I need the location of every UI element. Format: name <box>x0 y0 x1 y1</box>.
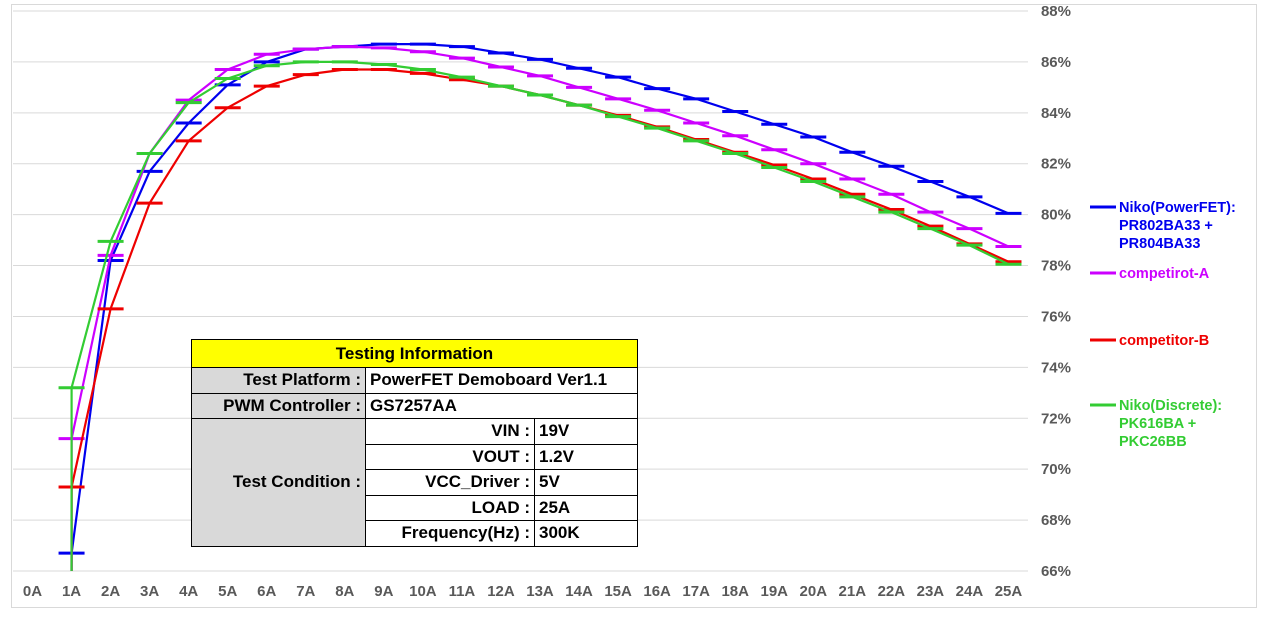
x-tick-label: 25A <box>995 583 1023 600</box>
legend-label: PK616BA + <box>1119 416 1196 432</box>
table-row: Test Condition : VIN : 19V <box>191 418 638 547</box>
condition-value: 1.2V <box>534 443 638 470</box>
x-tick-label: 12A <box>487 583 515 600</box>
x-tick-label: 20A <box>800 583 828 600</box>
y-tick-label: 70% <box>1041 461 1071 478</box>
x-tick-label: 21A <box>839 583 867 600</box>
condition-value: 25A <box>534 494 638 521</box>
legend-label: PR802BA33 + <box>1119 218 1213 234</box>
table-row: PWM Controller : GS7257AA <box>191 392 638 419</box>
test-platform-label: Test Platform : <box>191 367 366 394</box>
x-tick-label: 19A <box>760 583 788 600</box>
x-tick-label: 2A <box>101 583 120 600</box>
x-tick-label: 8A <box>335 583 354 600</box>
x-tick-label: 15A <box>604 583 632 600</box>
x-tick-label: 4A <box>179 583 198 600</box>
series-line <box>70 60 1009 572</box>
y-tick-label: 82% <box>1041 156 1071 173</box>
y-tick-label: 88% <box>1041 3 1071 20</box>
x-tick-label: 17A <box>682 583 710 600</box>
condition-label: Frequency(Hz) : <box>365 520 535 547</box>
y-tick-label: 66% <box>1041 563 1071 580</box>
legend-label: PKC26BB <box>1119 434 1187 450</box>
legend-label: competitor-B <box>1119 333 1209 349</box>
y-tick-label: 84% <box>1041 105 1071 122</box>
table-row: Frequency(Hz) : 300K <box>192 520 638 547</box>
condition-label: VCC_Driver : <box>365 469 535 496</box>
pwm-controller-value: GS7257AA <box>365 392 638 419</box>
condition-label: VIN : <box>365 418 535 445</box>
table-row: VCC_Driver : 5V <box>192 469 638 496</box>
x-tick-label: 23A <box>917 583 945 600</box>
condition-value: 19V <box>534 418 638 445</box>
legend-label: Niko(Discrete): <box>1119 398 1222 414</box>
series-line <box>70 45 1009 572</box>
x-tick-label: 18A <box>721 583 749 600</box>
y-tick-label: 74% <box>1041 359 1071 376</box>
x-tick-label: 3A <box>140 583 159 600</box>
x-tick-label: 16A <box>643 583 671 600</box>
y-tick-label: 68% <box>1041 512 1071 529</box>
condition-value: 5V <box>534 469 638 496</box>
x-tick-label: 6A <box>257 583 276 600</box>
pwm-controller-label: PWM Controller : <box>191 392 366 419</box>
y-tick-label: 86% <box>1041 54 1071 71</box>
table-row: Test Platform : PowerFET Demoboard Ver1.… <box>191 367 638 394</box>
x-tick-label: 5A <box>218 583 237 600</box>
test-platform-value: PowerFET Demoboard Ver1.1 <box>365 367 638 394</box>
legend-label: PR804BA33 <box>1119 236 1200 252</box>
test-condition-label: Test Condition : <box>191 418 366 547</box>
legend-label: Niko(PowerFET): <box>1119 200 1236 216</box>
condition-label: VOUT : <box>365 443 535 470</box>
table-row: Testing Information <box>191 339 638 368</box>
series-line <box>70 43 1009 572</box>
table-title: Testing Information <box>191 339 638 368</box>
x-tick-label: 10A <box>409 583 437 600</box>
x-tick-label: 1A <box>62 583 81 600</box>
x-tick-label: 14A <box>565 583 593 600</box>
testing-information-table: Testing Information Test Platform : Powe… <box>191 339 638 547</box>
x-tick-label: 7A <box>296 583 315 600</box>
x-tick-label: 13A <box>526 583 554 600</box>
x-tick-label: 9A <box>374 583 393 600</box>
x-tick-label: 24A <box>956 583 984 600</box>
x-tick-label: 22A <box>878 583 906 600</box>
table-row: LOAD : 25A <box>192 494 638 521</box>
y-tick-label: 76% <box>1041 308 1071 325</box>
y-tick-label: 80% <box>1041 207 1071 224</box>
x-tick-label: 0A <box>23 583 42 600</box>
y-tick-label: 72% <box>1041 410 1071 427</box>
condition-label: LOAD : <box>365 494 535 521</box>
y-tick-label: 78% <box>1041 258 1071 275</box>
legend-label: competirot-A <box>1119 266 1210 282</box>
condition-value: 300K <box>534 520 638 547</box>
x-tick-label: 11A <box>449 583 476 600</box>
